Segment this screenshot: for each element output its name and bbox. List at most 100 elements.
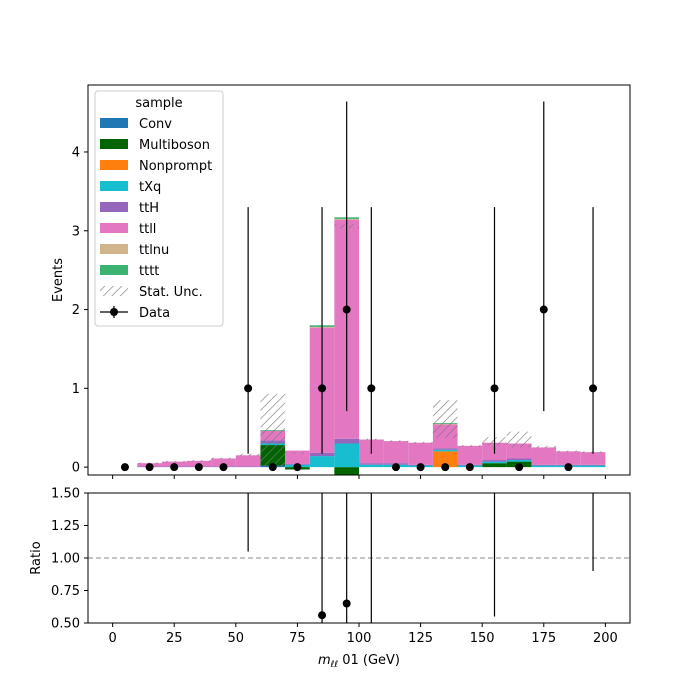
stack-bar-tth-17 — [531, 464, 557, 466]
stack-bar-txq-17 — [531, 465, 557, 468]
stack-bar-multiboson-15 — [482, 463, 507, 468]
legend-label-ttll: ttll — [139, 222, 156, 237]
data-point-19 — [589, 384, 598, 393]
x-tick-label-100: 100 — [347, 631, 372, 646]
stack-bar-ttll-4 — [211, 458, 236, 467]
legend-label-ttlnu: ttlnu — [139, 243, 169, 258]
stack-bar-ttll-19 — [580, 452, 606, 465]
data-point-14 — [465, 463, 474, 472]
stack-bar-tth-15 — [482, 460, 507, 462]
data-point-8 — [318, 384, 327, 393]
ratio-y-tick-label-3: 1.25 — [51, 519, 80, 534]
x-axis-label: mℓℓ 01 (GeV) — [318, 653, 400, 670]
data-point-12 — [416, 463, 425, 472]
stack-bar-txq-13 — [432, 449, 458, 452]
stack-bar-tth-13 — [432, 448, 458, 450]
stat-unc-band-6 — [260, 393, 286, 468]
ratio-point-1 — [342, 599, 351, 608]
legend-swatch-multiboson — [100, 139, 128, 149]
stack-bar-ttll-18 — [556, 451, 581, 465]
stack-bar-txq-10 — [359, 464, 384, 468]
x-tick-label-150: 150 — [470, 631, 495, 646]
data-point-9 — [342, 305, 351, 314]
stack-bar-txq-9 — [334, 443, 359, 468]
legend-swatch-nonprompt — [100, 160, 128, 170]
stack-bar-ttll-11 — [383, 441, 409, 464]
stack-bar-tth-5 — [235, 466, 261, 468]
data-point-16 — [515, 463, 524, 472]
y-tick-label-0: 0 — [72, 461, 80, 476]
stat-unc-band-3 — [186, 460, 212, 462]
stat-unc-band-5 — [235, 453, 261, 457]
x-tick-label-0: 0 — [108, 631, 116, 646]
data-point-2 — [170, 463, 179, 472]
stack-bar-tth-16 — [506, 458, 532, 461]
stack-bar-multiboson-9 — [334, 467, 359, 475]
data-point-15 — [490, 384, 499, 393]
legend-label-multiboson: Multiboson — [139, 138, 210, 153]
ratio-y-tick-label-1: 0.75 — [51, 584, 80, 599]
legend-swatch-ttlnu — [100, 244, 128, 254]
x-tick-label-25: 25 — [166, 631, 183, 646]
legend-label-stat-unc-: Stat. Unc. — [139, 285, 203, 300]
data-point-3 — [194, 463, 203, 472]
data-point-17 — [539, 305, 548, 314]
x-tick-label-175: 175 — [531, 631, 556, 646]
stack-bar-ttll-17 — [531, 447, 557, 465]
ratio-y-tick-label-4: 1.50 — [51, 487, 80, 502]
stat-unc-band-18 — [556, 450, 581, 453]
stat-unc-band-17 — [531, 445, 557, 449]
stat-unc-band-7 — [285, 452, 310, 454]
data-point-4 — [219, 463, 228, 472]
data-point-1 — [145, 463, 154, 472]
stat-unc-band-16 — [506, 431, 532, 448]
y-axis-label: Events — [51, 258, 66, 302]
stat-unc-band-4 — [211, 457, 236, 460]
stack-bar-txq-19 — [580, 465, 606, 468]
stat-unc-band-12 — [408, 441, 433, 444]
stack-bar-ttll-5 — [235, 455, 261, 467]
y-tick-label-4: 4 — [72, 145, 80, 160]
data-point-5 — [244, 384, 253, 393]
x-tick-label-200: 200 — [593, 631, 618, 646]
x-tick-label-75: 75 — [289, 631, 306, 646]
y-tick-label-2: 2 — [72, 303, 80, 318]
stack-bar-txq-15 — [482, 461, 507, 464]
y-tick-label-1: 1 — [72, 382, 80, 397]
ratio-y-tick-label-2: 1.00 — [51, 552, 80, 567]
stat-unc-band-13 — [432, 400, 458, 438]
stack-bar-tth-8 — [309, 452, 335, 457]
ratio-y-axis-label: Ratio — [29, 541, 44, 574]
legend-label-nonprompt: Nonprompt — [139, 159, 212, 174]
legend: sample Conv Multiboson Nonprompt tXq ttH ttll… — [94, 90, 224, 327]
data-point-18 — [564, 463, 573, 472]
stack-bar-tth-10 — [359, 463, 384, 465]
legend-label-txq: tXq — [139, 180, 161, 195]
y-tick-label-3: 3 — [72, 224, 80, 239]
legend-swatch-tth — [100, 202, 128, 212]
data-point-13 — [441, 463, 450, 472]
legend-swatch-tttt — [100, 265, 128, 275]
x-tick-label-125: 125 — [408, 631, 433, 646]
data-point-11 — [391, 463, 400, 472]
stack-bar-txq-8 — [309, 456, 335, 468]
legend-label-tttt: tttt — [139, 264, 159, 279]
x-tick-label-50: 50 — [228, 631, 245, 646]
ratio-point-0 — [318, 611, 327, 620]
data-point-0 — [120, 463, 129, 472]
stat-unc-band-2 — [161, 460, 187, 463]
legend-swatch-stat-unc — [100, 286, 128, 296]
legend-swatch-data — [110, 308, 118, 316]
legend-label-data: Data — [139, 306, 170, 321]
stack-bar-txq-16 — [506, 460, 532, 462]
stack-bar-tth-19 — [580, 464, 606, 466]
main-plot-panel: 0 1 2 3 4 Events — [51, 84, 631, 479]
data-point-6 — [268, 463, 277, 472]
stack-bar-nonprompt-13 — [432, 451, 458, 468]
stack-bar-ttll-12 — [408, 442, 433, 465]
stat-unc-band-11 — [383, 440, 409, 442]
legend-title: sample — [135, 96, 182, 111]
data-point-7 — [293, 463, 302, 472]
legend-swatch-txq — [100, 181, 128, 191]
